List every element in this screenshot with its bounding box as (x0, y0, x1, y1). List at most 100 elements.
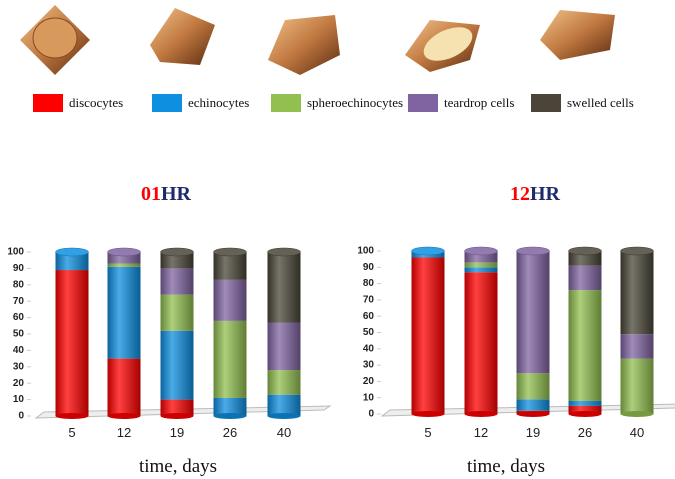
bar-segment (213, 279, 247, 321)
bar-segment (516, 373, 550, 400)
y-tick-label: 90 (363, 262, 375, 273)
bar-cap (516, 246, 550, 256)
x-tick-label: 26 (223, 425, 237, 440)
y-tick-label: 80 (13, 279, 25, 290)
x-tick-label: 5 (424, 425, 431, 440)
chart-title: 12HR (510, 183, 561, 205)
bar-cap (213, 247, 247, 257)
bar-segment (160, 399, 194, 416)
y-tick-label: 50 (13, 329, 25, 340)
bar-base (55, 413, 89, 419)
afm-image (32, 17, 78, 59)
x-axis-label: time, days (139, 456, 217, 477)
y-tick-label: 40 (363, 343, 375, 354)
bar-segment (464, 251, 498, 263)
bar-segment (213, 252, 247, 280)
x-tick-label: 40 (630, 425, 644, 440)
y-tick-label: 10 (363, 392, 375, 403)
legend: discocytes echinocytes spheroechinocytes te… (33, 94, 634, 112)
bar-segment (568, 400, 602, 406)
bar-segment (568, 290, 602, 401)
afm-image (423, 27, 473, 61)
afm-images (20, 5, 615, 75)
bar-cap (411, 246, 445, 256)
y-tick-label: 20 (363, 376, 375, 387)
afm-image (268, 15, 340, 75)
bar-cap (160, 247, 194, 257)
bar-base (568, 411, 602, 417)
bar-base (267, 413, 301, 419)
bar-segment (267, 394, 301, 416)
y-tick-label: 70 (13, 296, 25, 307)
y-tick-label: 100 (357, 246, 374, 257)
legend-swatch (531, 94, 561, 112)
legend-label: teardrop cells (444, 95, 514, 110)
y-tick-label: 30 (13, 361, 25, 372)
x-tick-label: 12 (474, 425, 488, 440)
bar-segment (55, 252, 89, 271)
bar-cap (267, 247, 301, 257)
legend-swatch (33, 94, 63, 112)
x-tick-label: 5 (68, 425, 75, 440)
y-tick-label: 100 (7, 247, 24, 258)
bar-cap (107, 247, 141, 257)
bar-segment (267, 252, 301, 323)
bar-segment (620, 251, 654, 335)
x-tick-label: 40 (277, 425, 291, 440)
x-tick-label: 26 (578, 425, 592, 440)
bar-segment (516, 399, 550, 411)
y-tick-label: 0 (18, 411, 24, 422)
bar-cap (568, 246, 602, 256)
legend-swatch (152, 94, 182, 112)
x-tick-label: 19 (526, 425, 540, 440)
y-tick-label: 40 (13, 345, 25, 356)
y-tick-label: 50 (363, 327, 375, 338)
bar-segment (620, 334, 654, 359)
bar-segment (411, 257, 445, 414)
bar-segment (160, 294, 194, 331)
bar-base (107, 413, 141, 419)
y-tick-label: 80 (363, 278, 375, 289)
chart-title: 01HR (141, 183, 192, 205)
afm-image (540, 10, 615, 60)
bar-segment (620, 358, 654, 414)
legend-label: echinocytes (188, 95, 249, 110)
title-unit: HR (161, 183, 192, 205)
legend-label: discocytes (69, 95, 123, 110)
legend-label: swelled cells (567, 95, 634, 110)
bar-segment (107, 358, 141, 416)
bar-cap (464, 246, 498, 256)
y-tick-label: 90 (13, 263, 25, 274)
bar-cap (55, 247, 89, 257)
bar-base (213, 413, 247, 419)
bar-segment (213, 397, 247, 416)
bar-segment (107, 252, 141, 264)
bar-segment (464, 272, 498, 414)
bar-base (411, 411, 445, 417)
bar-segment (107, 266, 141, 359)
y-tick-label: 20 (13, 378, 25, 389)
bar-segment (568, 405, 602, 414)
bar-segment (160, 268, 194, 295)
y-tick-label: 60 (363, 311, 375, 322)
title-number: 12 (510, 183, 530, 205)
bar-segment (267, 322, 301, 371)
x-axis-label: time, days (467, 456, 545, 477)
bar-segment (160, 330, 194, 400)
bar-segment (267, 370, 301, 395)
legend-swatch (408, 94, 438, 112)
bar-segment (107, 263, 141, 267)
y-tick-label: 70 (363, 295, 375, 306)
bar-segment (55, 270, 89, 416)
bar-base (160, 413, 194, 419)
title-unit: HR (530, 183, 561, 205)
bar-base (516, 411, 550, 417)
bar-base (464, 411, 498, 417)
bar-segment (516, 251, 550, 374)
legend-label: spheroechinocytes (307, 95, 403, 110)
x-tick-label: 19 (170, 425, 184, 440)
